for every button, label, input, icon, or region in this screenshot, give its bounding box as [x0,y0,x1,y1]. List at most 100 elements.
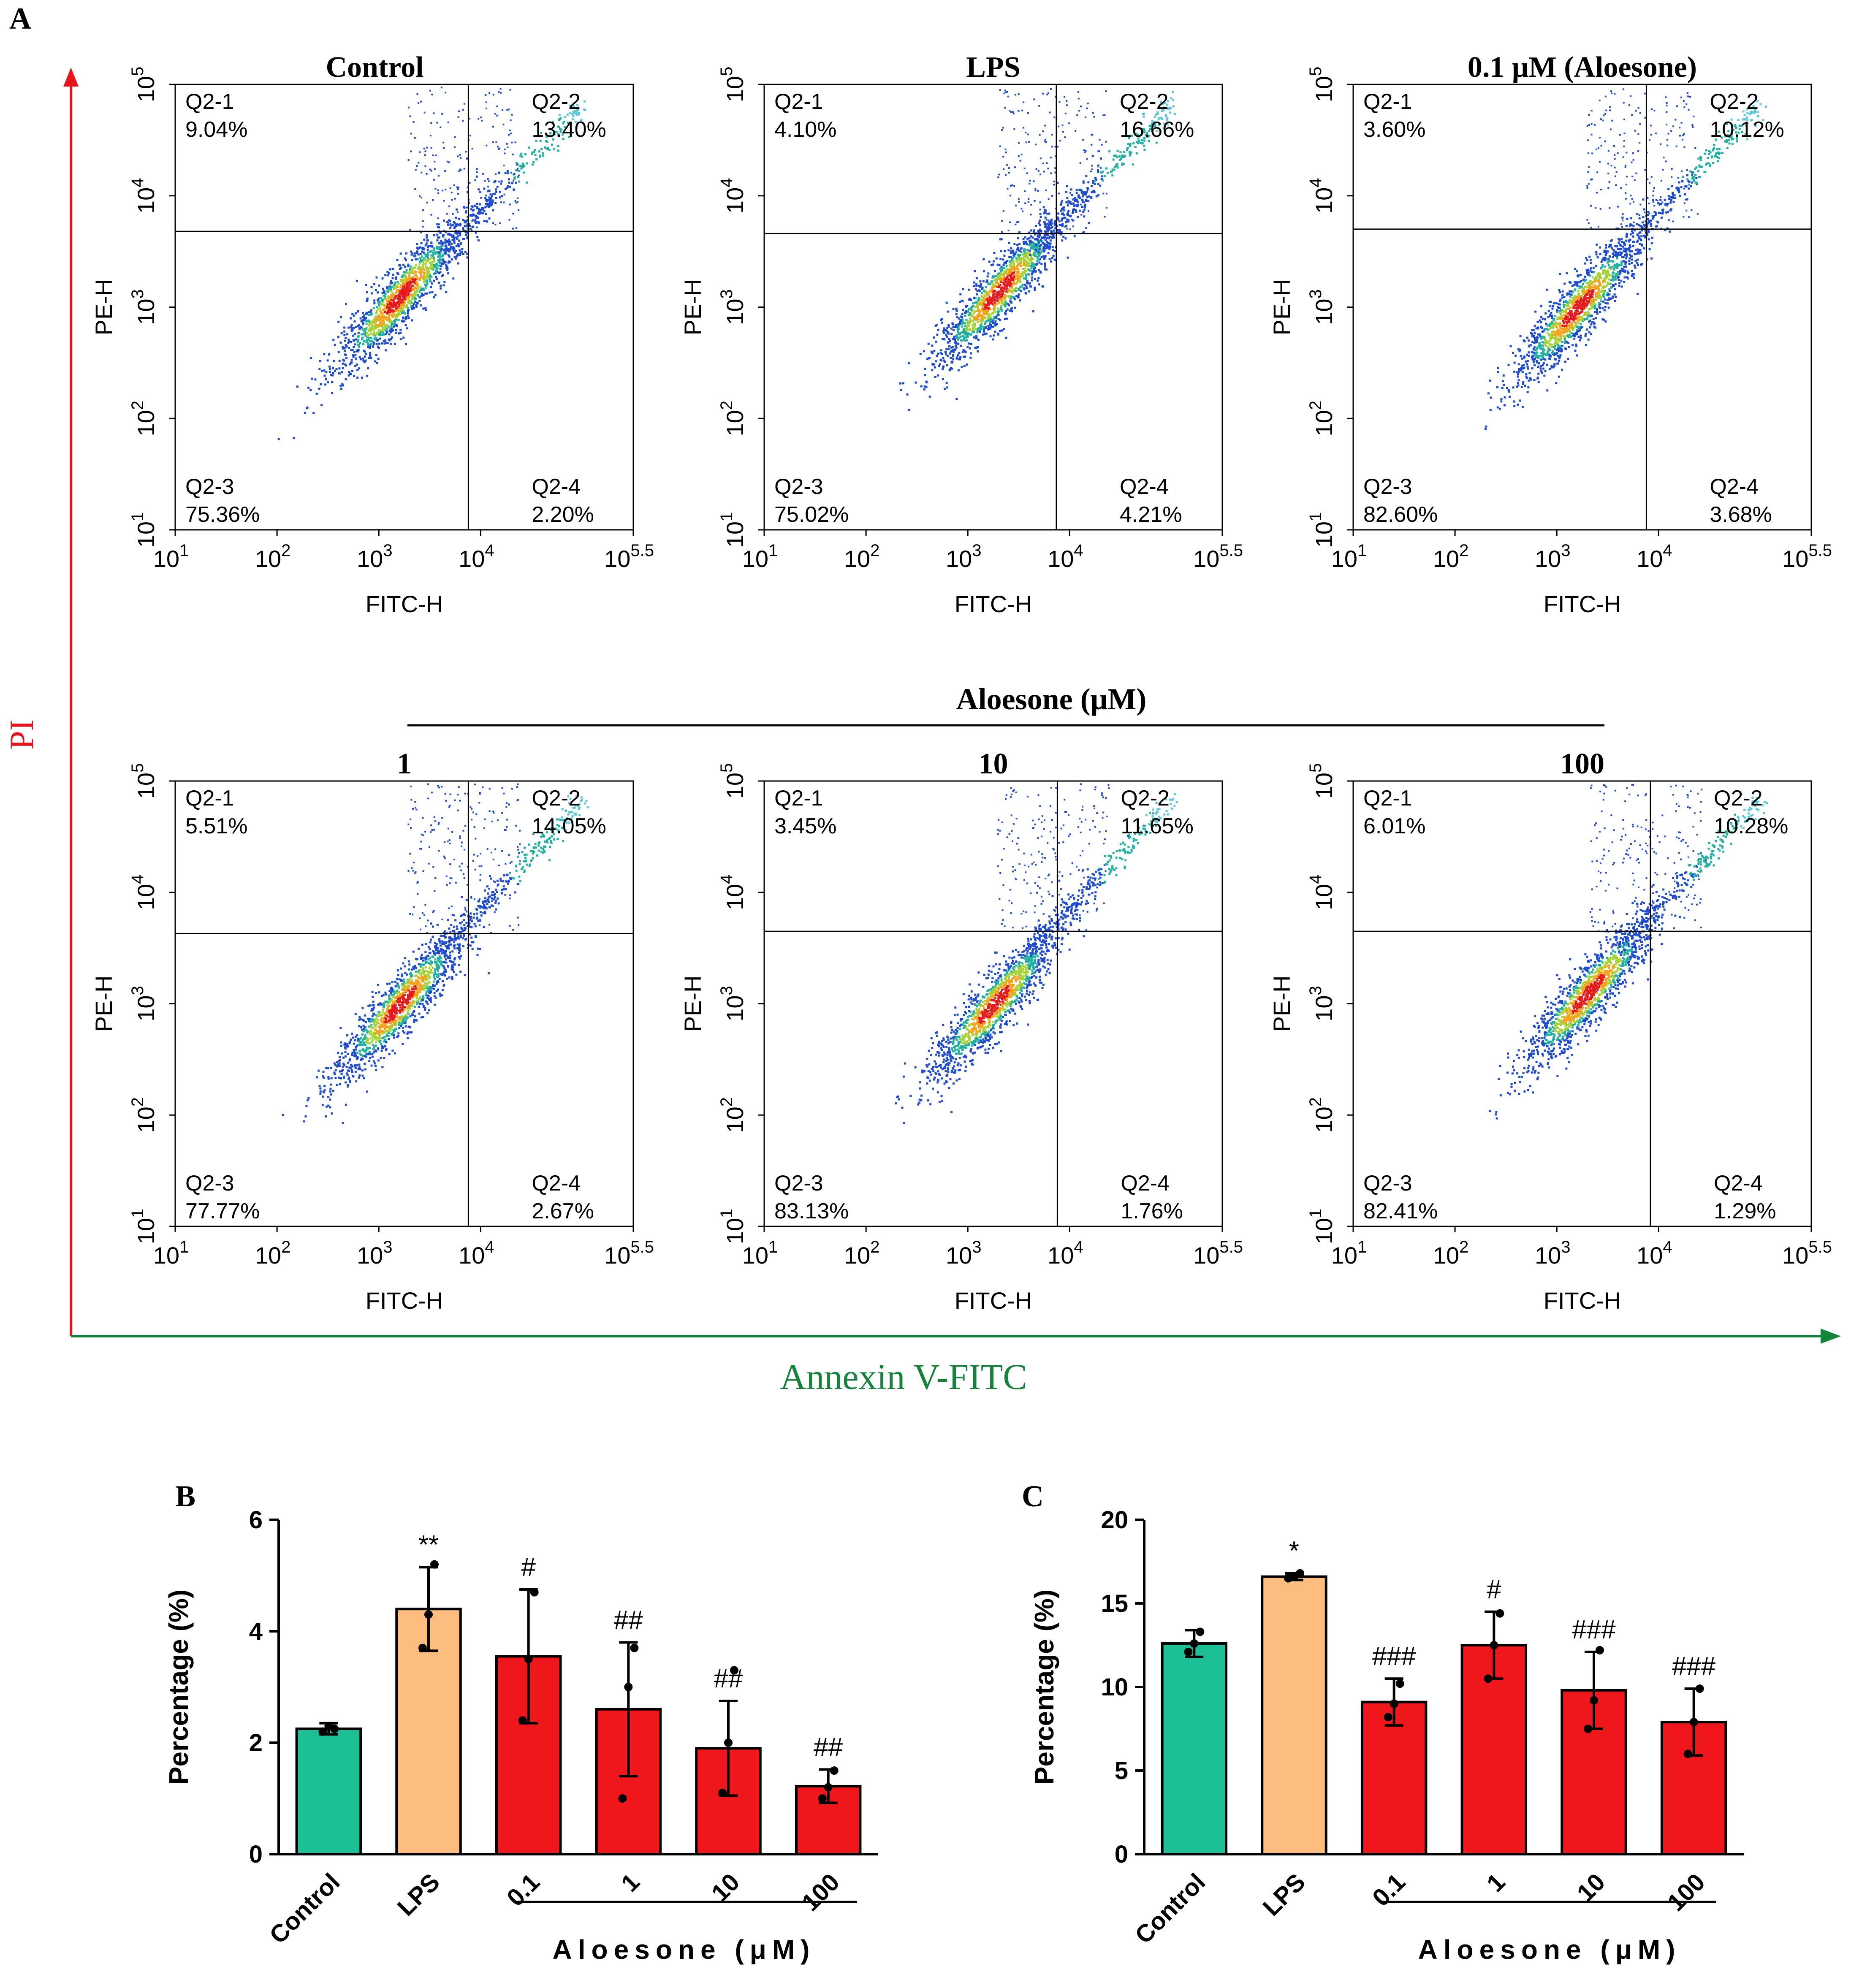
flow-dot [1646,233,1649,236]
flow-dot [1162,108,1164,110]
flow-dot [979,285,982,288]
flow-dot [484,197,487,199]
flow-dot [426,292,428,295]
flow-dot [429,258,431,261]
flow-dot [387,291,389,293]
flow-dot [355,338,357,341]
flow-dot [997,318,1000,320]
flow-dot [1540,365,1542,367]
flow-dot [325,371,328,373]
flow-dot [403,297,405,300]
flow-dot [999,274,1001,276]
flow-dot [430,268,432,271]
flow-dot [1542,317,1544,320]
flow-dot [426,271,429,274]
flow-dot [1556,337,1558,340]
flow-dot [413,307,415,310]
flow-dot [469,225,471,227]
flow-dot [360,326,363,328]
flow-dot [1607,299,1609,301]
flow-dot [513,177,516,180]
flow-dot [397,319,400,321]
flow-dot [422,264,424,267]
flow-dot [453,241,456,244]
flow-dot [402,294,404,296]
flow-dot [1050,172,1052,174]
flow-dot [987,301,989,303]
flow-dot [386,328,388,331]
flow-dot [1507,389,1510,391]
quadrant-name: Q2-4 [532,475,581,499]
flow-dot [968,298,970,301]
flow-dot [980,316,983,319]
flow-dot [480,117,482,119]
flow-dot [1010,185,1012,187]
flow-dot [1025,274,1027,276]
flow-dot [434,294,437,296]
flow-dot [410,305,413,307]
flow-dot [1623,266,1626,268]
flow-dot [456,253,459,255]
flow-dot [1585,269,1588,271]
flow-dot [965,310,967,313]
flow-dot [1595,277,1598,280]
flow-dot [1571,300,1573,302]
flow-dot [1039,224,1041,226]
flow-dot [479,203,481,206]
flow-dot [1579,339,1581,342]
flow-dot [551,144,553,146]
flow-dot [1023,243,1025,245]
flow-dot [982,319,984,322]
flow-dot [1010,308,1012,310]
flow-dot [412,305,414,307]
flow-dot [1161,118,1163,120]
flow-dot [957,330,959,332]
flow-dot [1531,356,1533,358]
flow-dot [376,306,378,309]
flow-dot [1637,248,1639,251]
flow-dot [481,207,483,209]
flow-dot [395,317,398,319]
flow-dot [956,342,959,345]
flow-dot [370,343,373,345]
flow-dot [434,251,437,253]
flow-dot [986,293,988,296]
flow-dot [1657,221,1659,224]
flow-dot [1052,233,1055,236]
flow-dot [425,266,428,269]
flow-dot [1012,257,1014,259]
flow-dot [416,289,419,291]
flow-dot [1044,125,1046,127]
flow-dot [1551,334,1554,337]
flow-dot [457,232,460,234]
flow-dot [975,301,978,304]
flow-dot [496,106,498,108]
flow-dot [1020,262,1022,265]
flow-dot [307,386,310,389]
flow-dot [341,383,344,385]
flow-dot [369,344,371,346]
flow-dot [1572,315,1575,317]
flow-dot [1076,200,1078,202]
flow-dot [394,281,396,284]
flow-dot [945,382,948,384]
flow-dot [962,349,965,351]
flow-dot [375,312,377,314]
flow-dot [453,184,455,186]
flow-dot [1024,202,1026,204]
flow-dot [326,359,329,362]
flow-dot [393,323,396,325]
flow-dot [420,100,422,103]
flow-dot [1626,252,1628,255]
flow-dot [466,223,468,225]
flow-dot [525,181,528,184]
flow-dot [500,201,502,203]
flow-dot [996,299,999,301]
flow-dot [438,223,440,225]
flow-dot [422,263,425,266]
flow-dot [339,341,342,344]
flow-dot [1080,214,1083,216]
flow-dot [414,137,416,139]
flow-dot [936,334,939,336]
flow-dot [379,307,382,309]
